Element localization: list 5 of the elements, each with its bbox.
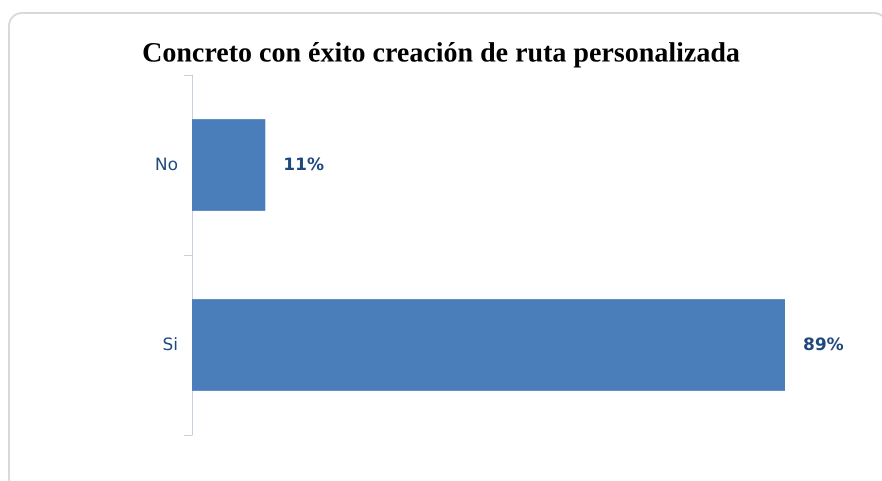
data-label: 11% [283, 155, 324, 175]
y-tick-label: Si [162, 335, 178, 355]
y-tick-label: No [154, 155, 178, 175]
data-label: 89% [803, 335, 844, 355]
chart-title: Concreto con éxito creación de ruta personalizada [142, 38, 740, 68]
